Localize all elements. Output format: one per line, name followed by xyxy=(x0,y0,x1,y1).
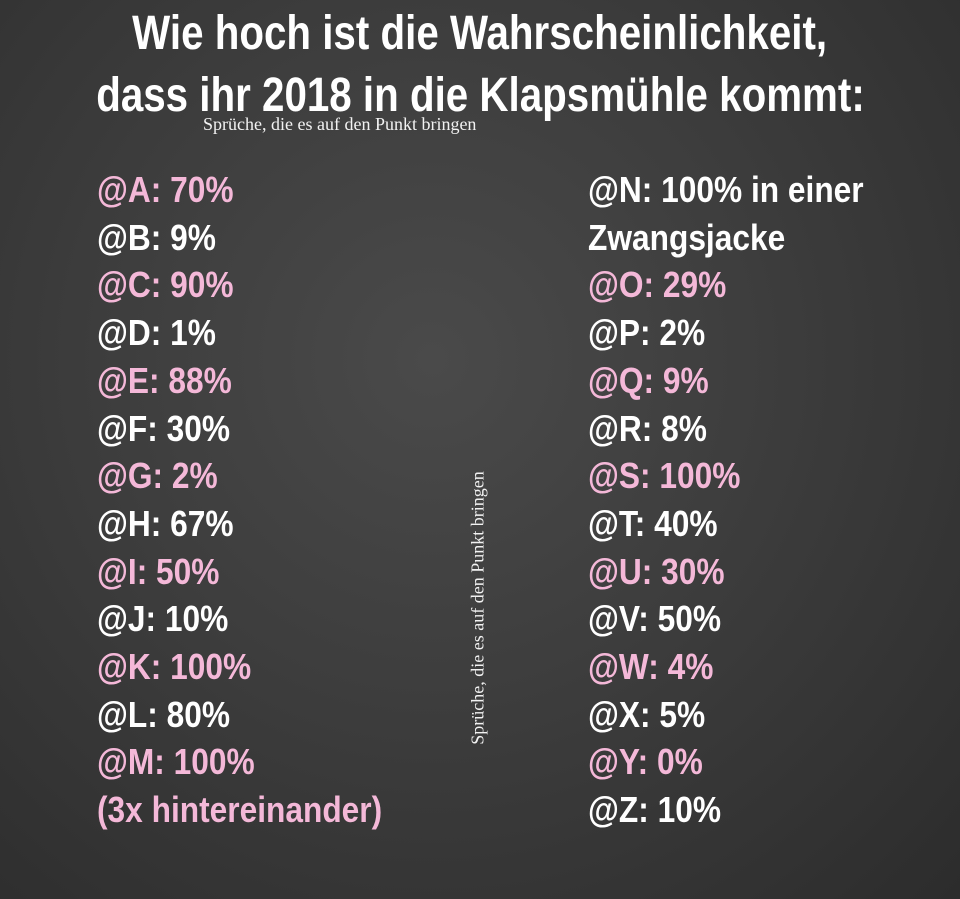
side-watermark: Sprüche, die es auf den Punkt bringen xyxy=(467,471,488,745)
entry-line: @F: 30% xyxy=(97,407,231,449)
entry-line: @E: 88% xyxy=(97,359,232,401)
entry-line: @T: 40% xyxy=(588,502,718,544)
entry-line: @L: 80% xyxy=(97,693,231,735)
title-line: dass ihr 2018 in die Klapsmühle kommt: xyxy=(0,68,960,124)
entry-line: @I: 50% xyxy=(97,550,220,592)
entry-line: @C: 90% xyxy=(97,264,234,306)
entry-line: @Z: 10% xyxy=(588,789,722,831)
entry-line: @A: 70% xyxy=(97,169,234,210)
entry-line: @N: 100% in einer xyxy=(588,169,864,210)
entry-line: @B: 9% xyxy=(97,216,216,258)
title-line: Wie hoch ist die Wahrscheinlichkeit, xyxy=(0,6,960,62)
entry-line: @X: 5% xyxy=(588,693,706,735)
entry-line: @K: 100% xyxy=(97,646,252,687)
entry-line: @O: 29% xyxy=(588,264,727,306)
entry-line: @J: 10% xyxy=(97,598,229,640)
entry-line: @P: 2% xyxy=(588,312,706,354)
watermark: Sprüche, die es auf den Punkt bringen xyxy=(203,114,477,134)
entry-line: @M: 100% xyxy=(97,741,255,783)
entry-line: (3x hintereinander) xyxy=(97,789,383,831)
entry-line: @S: 100% xyxy=(588,455,741,497)
title-text: Wie hoch ist die Wahrscheinlichkeit, xyxy=(132,7,828,60)
entry-line: @U: 30% xyxy=(588,550,725,592)
entry-line: @H: 67% xyxy=(97,502,234,544)
entry-line: @R: 8% xyxy=(588,407,707,449)
entry-line: @Q: 9% xyxy=(588,359,709,401)
title-text: dass ihr 2018 in die Klapsmühle kommt: xyxy=(95,69,865,122)
entry-line: Zwangsjacke xyxy=(588,216,786,258)
entry-line: @W: 4% xyxy=(588,646,714,687)
entry-line: @V: 50% xyxy=(588,598,722,640)
entry-line: @G: 2% xyxy=(97,455,218,497)
entry-line: @D: 1% xyxy=(97,312,216,354)
entry-line: @Y: 0% xyxy=(588,741,703,783)
